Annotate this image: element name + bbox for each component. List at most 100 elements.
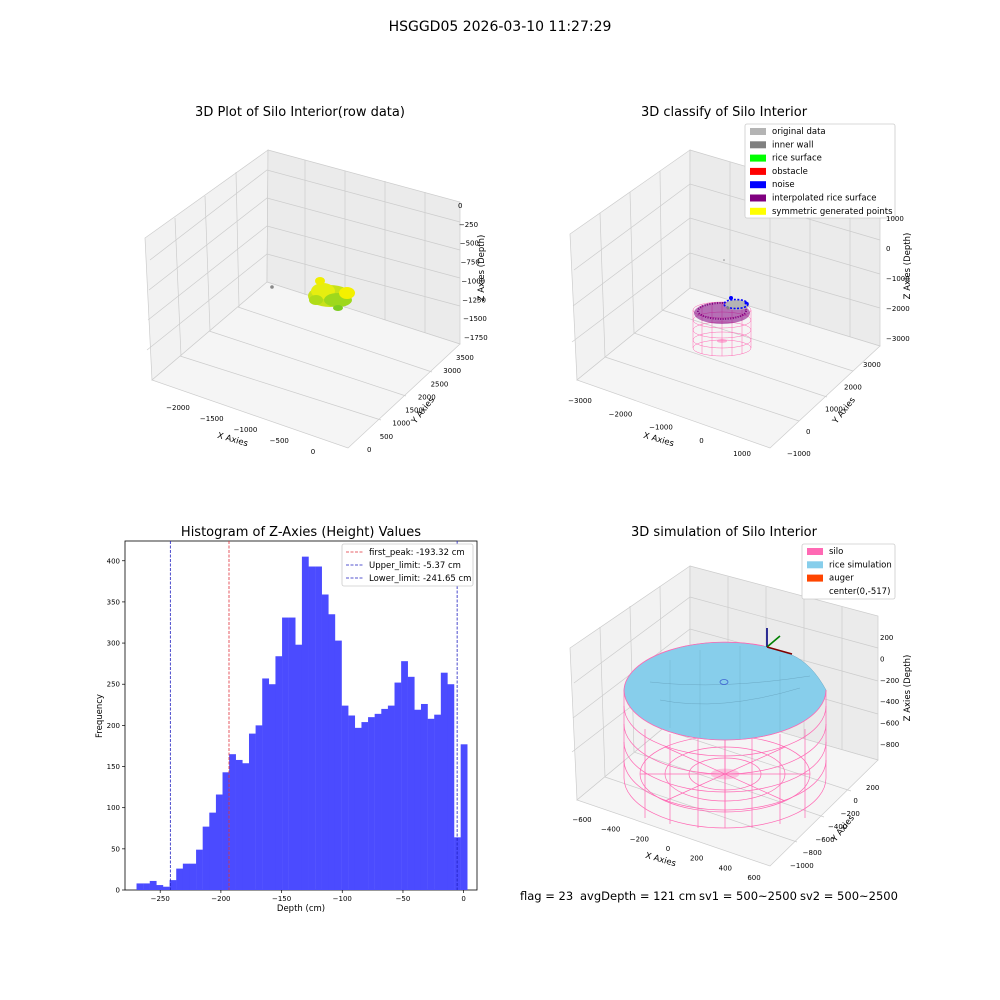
histogram-bar bbox=[222, 772, 230, 890]
histogram-x-tick-label: −50 bbox=[396, 895, 411, 903]
raw-z-tick-label: 0 bbox=[458, 202, 462, 210]
histogram-bar bbox=[242, 763, 250, 890]
classify-x-tick-label: −1000 bbox=[649, 424, 673, 432]
raw-z-tick-label: −1500 bbox=[463, 315, 487, 323]
histogram-bar bbox=[354, 727, 362, 890]
histogram-bar bbox=[301, 556, 309, 890]
histogram-x-tick-label: −100 bbox=[333, 895, 352, 903]
raw-z-tick-label: −500 bbox=[460, 240, 479, 248]
panel-simulation-3d-xlabel: X Axies bbox=[644, 851, 677, 869]
raw-x-tick-label: −500 bbox=[270, 437, 289, 445]
histogram-legend-label: first_peak: -193.32 cm bbox=[369, 548, 465, 558]
panel-classify-3d: 3D classify of Silo Interior bbox=[568, 105, 913, 458]
classify-legend-swatch bbox=[750, 194, 766, 202]
histogram-bar bbox=[348, 715, 356, 890]
panel-classify-3d-xlabel: X Axies bbox=[642, 431, 675, 449]
histogram-bar bbox=[407, 676, 415, 890]
footer-flag: flag = 23 bbox=[520, 889, 573, 903]
histogram-bar bbox=[387, 705, 395, 890]
panel-simulation-3d-zlabel: Z Axies (Depth) bbox=[903, 655, 913, 722]
histogram-bar bbox=[136, 883, 144, 890]
histogram-x-ticks: −250 −200 −150 −100 −50 0 bbox=[151, 890, 466, 903]
histogram-bar bbox=[454, 837, 461, 890]
histogram-ylabel: Frequency bbox=[95, 694, 105, 738]
classify-legend-swatch bbox=[750, 207, 766, 215]
histogram-bar bbox=[341, 705, 349, 890]
classify-legend-label: interpolated rice surface bbox=[772, 194, 877, 204]
histogram-bar bbox=[169, 880, 177, 890]
simulation-z-tick-label: −600 bbox=[880, 720, 899, 728]
raw-y-tick-label: 500 bbox=[380, 433, 393, 441]
simulation-legend-label: auger bbox=[829, 574, 854, 584]
histogram-bar bbox=[447, 684, 455, 890]
histogram-bar bbox=[189, 863, 197, 890]
raw-y-tick-label: 1000 bbox=[392, 420, 410, 428]
classify-y-tick-label: 1000 bbox=[825, 406, 843, 414]
histogram-y-tick-label: 300 bbox=[107, 640, 120, 648]
classify-z-tick-label: 1000 bbox=[886, 215, 904, 223]
histogram-bar bbox=[381, 708, 389, 890]
histogram-bar bbox=[182, 863, 190, 890]
simulation-legend-swatch bbox=[807, 561, 823, 569]
classify-x-tick-label: 1000 bbox=[733, 450, 751, 458]
histogram-y-tick-label: 200 bbox=[107, 722, 120, 730]
histogram-y-ticks: 0 50 100 150 200 250 300 350 400 bbox=[107, 557, 125, 895]
histogram-x-tick-label: −250 bbox=[151, 895, 170, 903]
histogram-bars bbox=[136, 556, 468, 890]
histogram-bar bbox=[215, 794, 223, 890]
classify-x-tick-label: 0 bbox=[699, 437, 703, 445]
panel-classify-3d-legend: original data inner wall rice surface obsta… bbox=[744, 123, 896, 219]
histogram-bar bbox=[162, 886, 170, 890]
histogram-xlabel: Depth (cm) bbox=[277, 904, 325, 914]
classify-y-tick-label: 2000 bbox=[844, 383, 862, 391]
histogram-bar bbox=[328, 614, 336, 890]
panel-raw-3d-zlabel: Z Axies (Depth) bbox=[477, 235, 487, 302]
histogram-bar bbox=[268, 684, 276, 890]
panel-simulation-3d-rice bbox=[623, 641, 827, 741]
histogram-bar bbox=[275, 656, 283, 890]
raw-y-tick-label: 3500 bbox=[456, 354, 474, 362]
panel-simulation-3d: 3D simulation of Silo Interior bbox=[569, 525, 913, 882]
simulation-x-tick-label: 400 bbox=[719, 864, 732, 872]
histogram-bar bbox=[235, 759, 243, 890]
histogram-bar bbox=[282, 617, 289, 890]
histogram-bar bbox=[248, 733, 256, 890]
simulation-z-tick-label: 200 bbox=[880, 634, 893, 642]
histogram-y-tick-label: 100 bbox=[107, 804, 120, 812]
classify-legend-swatch bbox=[750, 154, 766, 162]
panel-classify-3d-points bbox=[694, 259, 750, 324]
classify-z-tick-label: −3000 bbox=[886, 335, 910, 343]
histogram-y-tick-label: 50 bbox=[111, 845, 120, 853]
histogram-bar bbox=[209, 812, 217, 890]
histogram-bar bbox=[374, 713, 382, 890]
simulation-x-tick-label: −600 bbox=[572, 816, 591, 824]
histogram-bar bbox=[295, 644, 303, 890]
classify-y-tick-label: 0 bbox=[806, 428, 810, 436]
footer-stats: flag = 23 avgDepth = 121 cm sv1 = 500~25… bbox=[520, 889, 898, 903]
histogram-bar bbox=[149, 880, 157, 890]
histogram-bar bbox=[460, 744, 468, 890]
histogram-bar bbox=[308, 566, 316, 890]
panel-simulation-3d-auger-arrows bbox=[766, 628, 793, 655]
histogram-vlines bbox=[169, 541, 458, 890]
footer-sv1: sv1 = 500~2500 bbox=[699, 889, 797, 903]
panel-histogram: Histogram of Z-Axies (Height) Values −25… bbox=[95, 525, 478, 914]
histogram-bar bbox=[196, 849, 203, 890]
histogram-bar bbox=[143, 883, 150, 890]
raw-z-tick-label: −1000 bbox=[461, 277, 485, 285]
raw-y-tick-label: 1500 bbox=[405, 407, 423, 415]
simulation-z-tick-label: −200 bbox=[880, 677, 899, 685]
simulation-x-tick-label: 200 bbox=[690, 855, 703, 863]
histogram-bar bbox=[315, 566, 322, 890]
histogram-bar bbox=[288, 617, 296, 890]
histogram-x-tick-label: −150 bbox=[272, 895, 291, 903]
raw-x-tick-label: −2000 bbox=[166, 404, 190, 412]
simulation-y-tick-label: 200 bbox=[866, 784, 879, 792]
histogram-bar bbox=[414, 709, 422, 890]
classify-legend-label: inner wall bbox=[772, 140, 813, 150]
histogram-bar bbox=[202, 826, 210, 890]
histogram-y-tick-label: 0 bbox=[116, 887, 120, 895]
histogram-bar bbox=[427, 718, 435, 890]
classify-y-tick-label: −1000 bbox=[787, 450, 811, 458]
